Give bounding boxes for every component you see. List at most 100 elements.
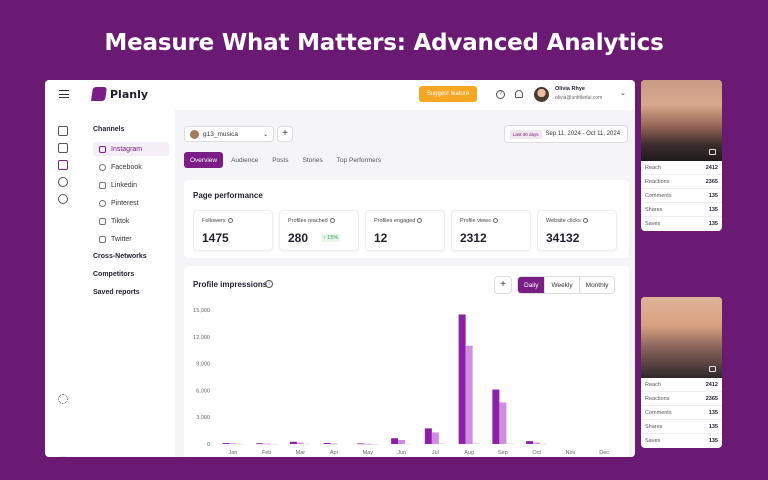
add-metric-button[interactable]: + [494, 276, 512, 294]
chart-bar [289, 441, 297, 444]
chart-bar [472, 442, 480, 444]
x-tick-label: Apr [330, 450, 339, 456]
period-daily-button[interactable]: Daily [518, 277, 546, 293]
chart-bar [438, 443, 446, 444]
x-tick-label: Sep [498, 450, 508, 456]
sidebar-item-instagram[interactable]: Instagram [93, 142, 169, 156]
sidebar-item-linkedin[interactable]: Linkedin [93, 178, 169, 192]
page-performance-card: Page performance Followers 1475 Profiles… [184, 180, 629, 258]
stat-row: Comments 135 [641, 189, 722, 203]
menu-icon[interactable] [59, 90, 69, 98]
sidebar-item-tiktok[interactable]: Tiktok [93, 214, 169, 228]
info-icon[interactable] [329, 218, 335, 224]
tab-posts[interactable]: Posts [272, 156, 289, 164]
post-image [641, 297, 722, 378]
logo[interactable]: Planly [91, 87, 149, 101]
x-tick-label: Jun [397, 450, 406, 456]
metric-value: 280 [288, 231, 309, 245]
link-icon[interactable] [58, 194, 68, 204]
facebook-icon [99, 163, 106, 171]
x-tick-label: Aug [464, 450, 474, 456]
image-icon[interactable] [58, 143, 68, 153]
calendar-icon[interactable] [58, 126, 68, 136]
metric-label: Website clicks [546, 218, 588, 224]
suggest-feature-button[interactable]: Suggest feature [419, 86, 477, 102]
sidebar-item-pinterest[interactable]: Pinterest [93, 196, 169, 210]
info-icon[interactable] [582, 218, 588, 224]
sidebar-competitors[interactable]: Competitors [93, 271, 135, 278]
tab-overview[interactable]: Overview [184, 152, 224, 168]
tab-stories[interactable]: Stories [302, 156, 323, 164]
x-tick-label: Oct [532, 450, 541, 456]
hero-title: Measure What Matters: Advanced Analytics [104, 30, 664, 56]
info-icon[interactable] [227, 218, 233, 224]
stat-row: Saves 135 [645, 438, 718, 444]
gallery-icon [709, 149, 716, 155]
account-name: g13_musica [203, 130, 239, 138]
tab-top-performers[interactable]: Top Performers [336, 156, 382, 164]
stat-row: Reach 2412 [641, 161, 722, 175]
chart-bar [492, 389, 500, 444]
post-card[interactable]: Reach 2412 Reactions 2365 Comments 135 Shar… [641, 80, 722, 231]
sidebar-item-facebook[interactable]: Facebook [93, 160, 169, 174]
sidebar-channels-heading[interactable]: Channels [93, 126, 125, 133]
chart-bar [330, 443, 338, 445]
planly-logo-icon [91, 87, 107, 101]
stat-row: Reach 2412 [641, 378, 722, 392]
stat-row: Reactions 2365 [641, 392, 722, 406]
chart-bar [222, 443, 230, 444]
date-range-picker[interactable]: Last 30 days Sep 11, 2024 - Oct 11, 2024 [504, 125, 628, 143]
info-icon[interactable] [492, 218, 498, 224]
period-monthly-button[interactable]: Monthly [579, 277, 615, 293]
bell-icon[interactable] [515, 90, 523, 98]
chart-bar [499, 402, 507, 444]
sidebar: Channels ⌄ Instagram Facebook Linkedin P… [83, 110, 208, 457]
add-account-button[interactable]: + [277, 126, 293, 142]
chevron-down-icon[interactable]: ⌄ [620, 90, 626, 97]
y-tick-label: 6,000 [196, 388, 210, 394]
x-tick-label: May [363, 450, 374, 456]
period-toggle: Daily Weekly Monthly [517, 276, 616, 294]
metric-card-followers: Followers 1475 [193, 210, 273, 251]
metric-value: 1475 [202, 231, 229, 245]
period-weekly-button[interactable]: Weekly [545, 277, 580, 293]
x-tick-label: Feb [262, 450, 271, 456]
analytics-icon[interactable] [58, 160, 68, 170]
sidebar-item-twitter[interactable]: Twitter [93, 232, 169, 246]
chart-bar [405, 443, 413, 445]
trend-badge: ↑ 15% [321, 234, 341, 242]
chat-icon[interactable] [58, 177, 68, 187]
settings-icon[interactable] [58, 394, 68, 404]
chart-bar [256, 443, 264, 445]
sidebar-item-label: Pinterest [111, 199, 139, 207]
chart-bar [424, 428, 432, 444]
sidebar-item-label: Linkedin [111, 181, 138, 189]
post-card[interactable]: Reach 2412 Reactions 2365 Comments 135 Shar… [641, 297, 722, 448]
tab-audience[interactable]: Audience [231, 156, 259, 164]
metric-label: Profile views [460, 218, 498, 224]
metric-value: 2312 [460, 231, 487, 245]
account-select[interactable]: g13_musica ⌄ [184, 126, 274, 142]
analytics-app-window: Planly Suggest feature ? Olivia Rhye oli… [45, 80, 635, 457]
help-icon[interactable]: ? [496, 90, 505, 99]
chart-bar [263, 443, 271, 445]
main-content: g13_musica ⌄ + Last 30 days Sep 11, 2024… [175, 110, 635, 457]
sidebar-cross-networks[interactable]: Cross-Networks [93, 253, 147, 260]
tab-bar: Overview Audience Posts Stories Top Perf… [184, 152, 387, 168]
tiktok-icon [99, 217, 106, 225]
sidebar-saved-reports[interactable]: Saved reports [93, 289, 140, 296]
info-icon[interactable] [417, 218, 423, 224]
metric-label: Profiles reached [288, 218, 335, 224]
avatar[interactable] [534, 87, 549, 102]
stat-row: Reactions 2365 [641, 175, 722, 189]
info-icon[interactable]: i [265, 280, 273, 288]
logo-text: Planly [110, 87, 149, 101]
chevron-down-icon: ⌄ [262, 131, 268, 138]
x-tick-label: Jan [228, 450, 237, 456]
chart-bar [431, 432, 439, 444]
metric-label: Profiles engaged [374, 218, 423, 224]
workspace-logo-icon[interactable] [55, 456, 70, 457]
chart-bar [391, 438, 399, 444]
chart-bar [540, 443, 548, 445]
y-tick-label: 12,000 [193, 335, 210, 341]
